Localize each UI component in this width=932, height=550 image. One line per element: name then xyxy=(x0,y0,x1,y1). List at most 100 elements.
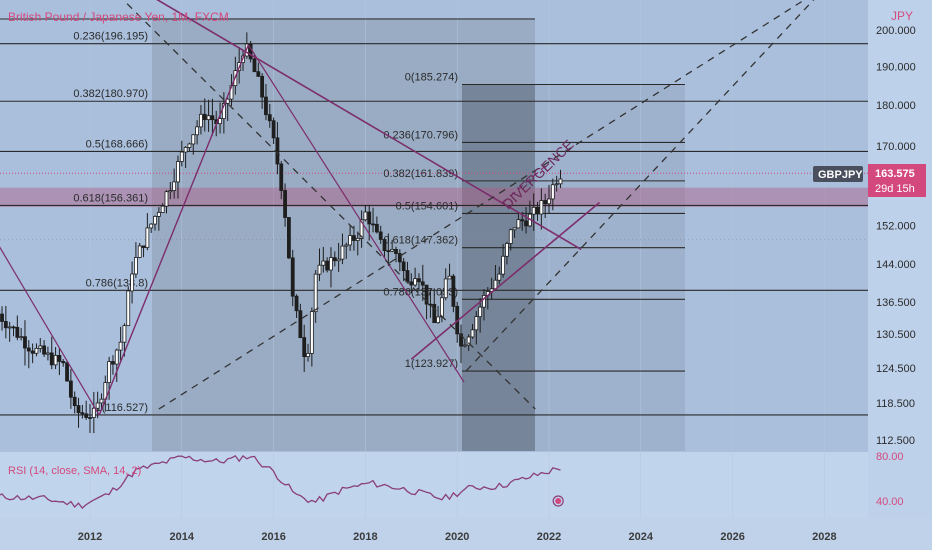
candle-body xyxy=(183,147,188,153)
candle-body xyxy=(15,326,20,338)
fib-right-label: 0.5(154.601) xyxy=(396,200,458,212)
candle-body xyxy=(72,396,77,406)
candle-body xyxy=(550,184,555,200)
time-axis-tick: 2022 xyxy=(537,531,561,543)
candle-body xyxy=(42,345,46,355)
candle-body xyxy=(306,352,310,358)
price-axis-tick: 130.500 xyxy=(876,329,916,341)
time-axis-tick: 2016 xyxy=(261,531,285,543)
candle-body xyxy=(401,261,406,271)
fib-right-label: 0.382(161.839) xyxy=(383,168,458,180)
candle-body xyxy=(49,352,54,366)
fib-zone-right xyxy=(535,84,685,451)
ticker-name: GBPJPY xyxy=(818,169,863,181)
candle-body xyxy=(126,290,131,327)
candle-body xyxy=(428,303,433,306)
candle-body xyxy=(149,223,154,229)
candle-body xyxy=(497,273,502,281)
candle-body xyxy=(336,258,341,262)
candle-body xyxy=(367,211,372,225)
candle-body xyxy=(114,349,119,365)
candle-body xyxy=(329,257,333,271)
time-axis-background xyxy=(0,518,932,550)
rsi-pane-background xyxy=(0,452,868,518)
candle-body xyxy=(332,257,337,262)
candle-body xyxy=(286,217,291,259)
candle-body xyxy=(466,336,471,346)
candle-body xyxy=(19,336,24,339)
fib-zone-left xyxy=(152,18,535,451)
candle-body xyxy=(554,183,559,186)
candle-body xyxy=(153,216,157,225)
candle-body xyxy=(267,114,272,122)
candle-body xyxy=(344,244,349,247)
fib-left-label: 1(116.527) xyxy=(96,402,148,414)
time-axis-tick: 2028 xyxy=(812,531,836,543)
fib-left-label: 0.618(156.361) xyxy=(73,192,148,204)
candle-body xyxy=(34,347,39,354)
candle-body xyxy=(482,295,486,308)
candle-body xyxy=(111,361,115,365)
candle-body xyxy=(279,163,284,191)
candle-body xyxy=(99,398,104,404)
candle-body xyxy=(451,275,456,307)
price-axis-tick: 170.000 xyxy=(876,141,916,153)
candle-body xyxy=(397,253,402,263)
price-axis-tick: 136.500 xyxy=(876,297,916,309)
grid-layer xyxy=(0,172,868,241)
fib-left-label: 0.382(180.970) xyxy=(73,88,148,100)
candle-body xyxy=(520,219,525,222)
candle-body xyxy=(84,413,89,418)
candle-body xyxy=(290,257,295,297)
resistance-trendline xyxy=(156,0,582,251)
candle-body xyxy=(302,337,307,358)
candle-body xyxy=(355,238,360,241)
candle-body xyxy=(7,326,12,329)
rsi-layer xyxy=(0,454,564,509)
candle-body xyxy=(443,278,448,299)
time-axis-tick: 2026 xyxy=(720,531,744,543)
wave-line xyxy=(247,44,465,383)
candle-body xyxy=(313,273,318,313)
fib-left-label: 0.786(138.8) xyxy=(86,277,148,289)
candle-body xyxy=(394,248,398,254)
price-axis-tick: 144.000 xyxy=(876,259,916,271)
candle-body xyxy=(359,219,364,239)
candle-body xyxy=(11,326,16,329)
candle-body xyxy=(252,58,257,73)
candle-body xyxy=(137,245,142,258)
candle-body xyxy=(309,311,314,354)
chart-title: British Pound / Japanese Yen, 1M, FXCM xyxy=(8,10,229,24)
price-axis-tick: 200.000 xyxy=(876,25,916,37)
candle-body xyxy=(218,118,222,125)
rsi-label: RSI (14, close, SMA, 14, 2) xyxy=(8,465,141,477)
candle-body xyxy=(68,380,73,398)
candle-body xyxy=(256,71,261,77)
candle-body xyxy=(298,310,303,338)
time-axis-tick: 2024 xyxy=(629,531,654,543)
candle-body xyxy=(374,223,379,233)
candle-body xyxy=(558,178,563,185)
candle-body xyxy=(508,229,513,244)
price-axis-tick: 124.500 xyxy=(876,363,916,375)
candle-body xyxy=(386,250,391,253)
trend-layer xyxy=(0,0,815,416)
fib-left-label: 0.236(196.195) xyxy=(73,31,148,43)
candle-body xyxy=(424,284,429,305)
rsi-divergence-marker xyxy=(552,495,564,507)
candle-body xyxy=(30,350,35,354)
candle-body xyxy=(210,115,215,121)
candle-body xyxy=(3,321,8,329)
candle-body xyxy=(390,248,395,252)
price-axis-tick: 152.000 xyxy=(876,221,916,233)
candle-body xyxy=(107,361,112,383)
candle-body xyxy=(179,151,184,162)
candle-body xyxy=(478,306,483,318)
candle-body xyxy=(512,227,517,231)
last-price-label: 163.575 xyxy=(875,168,915,180)
fib-right-label: 0.618(147.362) xyxy=(383,235,458,247)
candle-body xyxy=(378,231,383,240)
candle-body xyxy=(0,313,4,322)
fib-right-label: 1(123.927) xyxy=(405,358,458,370)
